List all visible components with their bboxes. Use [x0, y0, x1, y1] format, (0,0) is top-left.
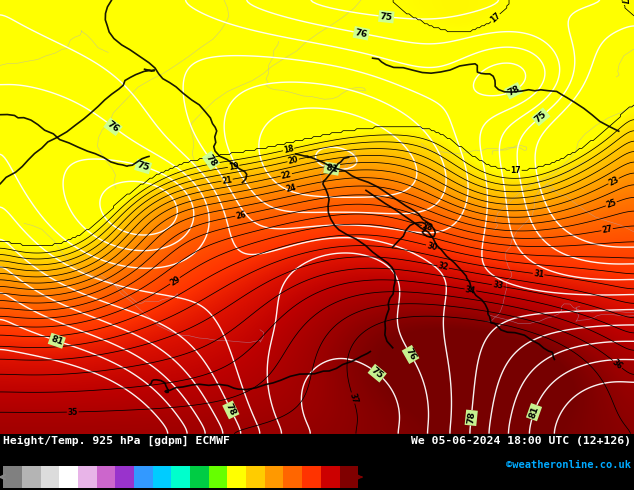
Text: 17: 17: [488, 11, 502, 24]
Text: 21: 21: [221, 175, 233, 186]
Text: Height/Temp. 925 hPa [gdpm] ECMWF: Height/Temp. 925 hPa [gdpm] ECMWF: [3, 436, 230, 446]
Text: 19: 19: [228, 161, 240, 172]
Text: 29: 29: [168, 274, 182, 288]
Bar: [283, 466, 302, 488]
Text: 25: 25: [605, 198, 618, 210]
Text: 17: 17: [510, 166, 521, 175]
Text: 78: 78: [204, 153, 218, 168]
Bar: [321, 466, 340, 488]
Text: 27: 27: [601, 224, 613, 235]
Text: 81: 81: [49, 335, 64, 347]
Text: 78: 78: [466, 411, 476, 424]
Text: 75: 75: [136, 160, 150, 172]
Text: 18: 18: [282, 144, 295, 155]
Bar: [22, 466, 41, 488]
Bar: [41, 466, 59, 488]
Bar: [171, 466, 190, 488]
Text: 81: 81: [527, 405, 540, 419]
Text: 30: 30: [425, 241, 438, 252]
Text: 76: 76: [354, 28, 368, 39]
Text: 23: 23: [607, 174, 620, 188]
Text: 81: 81: [325, 163, 339, 174]
Text: 17: 17: [618, 0, 628, 6]
Bar: [246, 466, 265, 488]
Text: 36: 36: [611, 358, 624, 371]
Text: 34: 34: [465, 285, 476, 295]
Text: ©weatheronline.co.uk: ©weatheronline.co.uk: [506, 460, 631, 470]
Bar: [153, 466, 171, 488]
Text: 78: 78: [224, 402, 238, 417]
Bar: [340, 466, 358, 488]
Text: 26: 26: [235, 210, 247, 220]
Text: 28: 28: [421, 221, 434, 233]
Text: 76: 76: [105, 120, 120, 134]
Bar: [78, 466, 96, 488]
Text: 31: 31: [533, 269, 545, 279]
Text: 24: 24: [285, 183, 297, 194]
Bar: [59, 466, 78, 488]
Text: 75: 75: [370, 366, 385, 381]
Bar: [115, 466, 134, 488]
Text: 20: 20: [287, 155, 299, 166]
Bar: [302, 466, 321, 488]
Text: 75: 75: [533, 109, 548, 124]
Text: We 05-06-2024 18:00 UTC (12+126): We 05-06-2024 18:00 UTC (12+126): [411, 436, 631, 446]
Text: 35: 35: [67, 407, 78, 416]
Text: 76: 76: [403, 347, 418, 362]
Bar: [209, 466, 228, 488]
Text: 22: 22: [280, 170, 292, 180]
Bar: [134, 466, 153, 488]
Bar: [265, 466, 283, 488]
Text: 75: 75: [380, 12, 393, 22]
Bar: [3, 466, 22, 488]
Bar: [96, 466, 115, 488]
Bar: [190, 466, 209, 488]
Text: 33: 33: [492, 280, 503, 291]
Text: 32: 32: [437, 262, 449, 272]
Bar: [228, 466, 246, 488]
Text: 78: 78: [506, 84, 521, 98]
Text: 37: 37: [347, 392, 359, 404]
